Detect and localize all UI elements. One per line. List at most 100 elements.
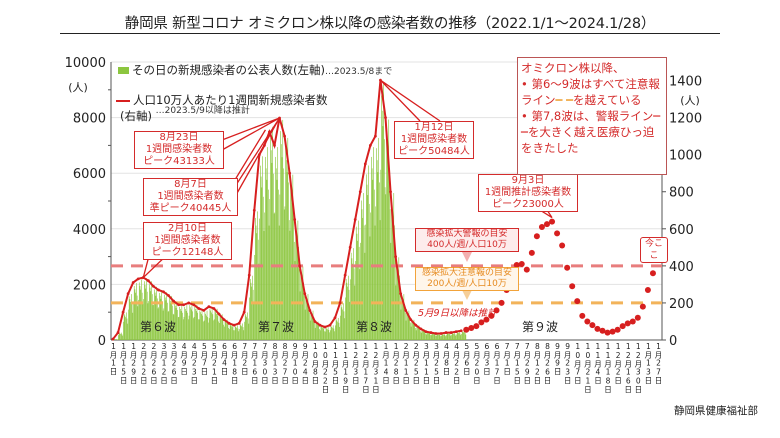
bar [278,225,280,340]
bar [219,315,221,340]
left-tick-label: 8000 [73,112,106,127]
bar [446,333,448,340]
line-point [439,332,443,335]
x-tick-label: 6月3日 [482,342,492,375]
bar [322,325,324,340]
bar [131,304,133,340]
estimated-point [599,327,606,334]
bar [159,295,161,340]
line-point [131,281,135,284]
bar [119,333,121,340]
x-tick-label: 4月23日 [189,342,199,384]
bar [226,319,228,340]
right-tick-label: 1200 [669,112,702,127]
bar [345,278,347,340]
bar [128,296,130,340]
bar [428,331,430,340]
bar [317,321,319,340]
x-tick-label: 11月5日 [331,342,341,384]
bar [115,339,117,340]
bar [185,308,186,340]
x-tick-label: 12月31日 [371,342,381,393]
bar [269,199,271,340]
bar [389,209,391,340]
bar [379,182,380,340]
bar [280,144,282,340]
bar [363,225,365,340]
x-tick-label: 10月21日 [583,342,593,393]
bar [222,319,224,340]
bar [175,307,177,340]
bar [445,336,446,340]
bar [142,304,144,340]
bar [465,334,467,340]
bar [220,317,222,340]
bar [377,172,379,340]
bar [137,306,139,340]
bar [355,261,356,340]
x-tick-label: 4月22日 [452,342,462,384]
line-point [419,327,423,331]
bar [181,305,183,340]
bar [202,315,204,340]
bar [349,301,351,340]
bar [331,326,333,340]
bar [345,297,346,340]
now-marker-label: 今ここ [640,237,668,263]
estimated-point [549,218,556,225]
bar [262,196,264,340]
bar [280,131,281,340]
x-tick-label: 11月4日 [593,342,603,384]
bar [350,279,351,340]
bar [286,172,288,340]
annotation-peak-jan12: 1月12日 1週間感染者数 ピーク50484人 [394,121,474,159]
bar [139,286,141,340]
legend-line-axis-label: (右軸) [120,109,152,123]
bar [272,126,273,340]
x-tick-label: 3月12日 [159,342,169,384]
bar [338,322,340,340]
estimated-point [478,319,485,326]
bar [361,209,363,340]
legend-line-note: …2023.5/9以降は推計 [155,106,250,116]
x-tick-label: 1月13日 [643,342,653,384]
bar [330,326,332,340]
bar [221,318,222,340]
bar [301,274,302,340]
bar [174,305,176,340]
bar [350,252,352,340]
bar [422,330,424,340]
bar [428,333,429,340]
bar [344,318,346,340]
bar [340,305,342,340]
bar [182,319,184,340]
bar [146,278,147,340]
bar [216,308,218,340]
bar [390,242,392,340]
bar [397,271,399,340]
line-point [353,218,357,221]
line-point [293,218,297,221]
bar [303,282,304,340]
bar [288,182,289,340]
bar [256,233,258,340]
bar [439,334,441,340]
summary-box: オミクロン株以降、 • 第6～9波はすべて注意報ライン━ ━を越えている • 第… [517,57,667,175]
bar [121,334,123,340]
estimated-point [473,323,480,330]
bar [314,322,315,340]
bar [197,312,198,340]
bar [443,334,444,340]
bar [430,335,432,340]
bar [270,150,272,340]
bar [327,327,329,340]
bar [247,312,248,340]
bar [425,333,426,340]
bar [371,168,373,340]
bar [446,335,447,340]
bar [353,248,354,340]
bar [273,213,275,340]
bar [173,314,175,340]
right-tick-label: 800 [669,186,694,201]
annotation-peak-aug23: 8月23日 1週間感染者数 ピーク43133人 [134,131,224,169]
